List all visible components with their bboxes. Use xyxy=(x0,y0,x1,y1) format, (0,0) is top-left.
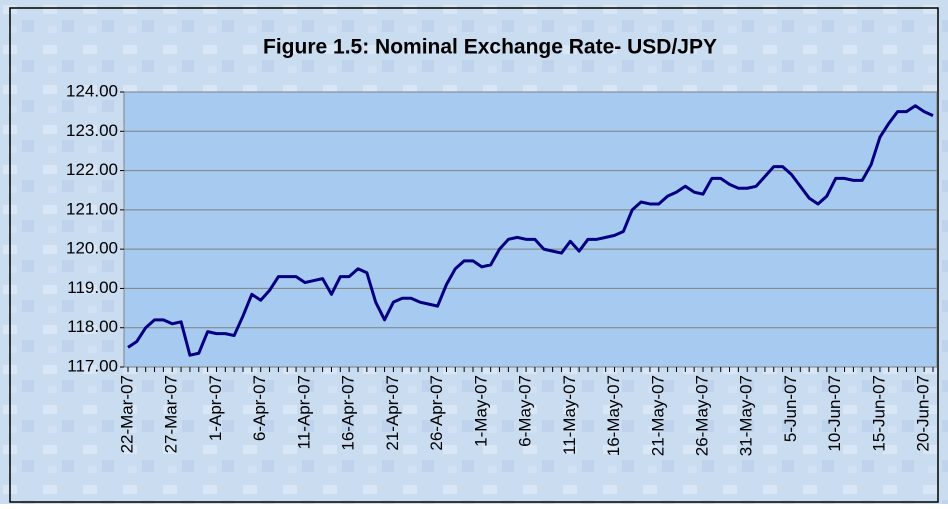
x-tick-label: 1-Apr-07 xyxy=(206,375,225,441)
y-tick-label: 119.00 xyxy=(67,278,118,297)
x-tick-label: 21-Apr-07 xyxy=(383,375,402,451)
y-tick-label: 118.00 xyxy=(67,317,118,336)
y-tick-label: 124.00 xyxy=(66,81,118,100)
y-tick-label: 121.00 xyxy=(66,199,118,218)
x-tick-label: 31-May-07 xyxy=(737,375,756,456)
chart-title: Figure 1.5: Nominal Exchange Rate- USD/J… xyxy=(263,36,717,59)
x-tick-label: 27-Mar-07 xyxy=(162,375,181,453)
y-tick-label: 123.00 xyxy=(66,121,118,140)
y-tick-label: 117.00 xyxy=(67,356,118,375)
x-tick-label: 16-Apr-07 xyxy=(339,375,358,451)
x-tick-label: 21-May-07 xyxy=(648,375,667,456)
x-tick-label: 11-May-07 xyxy=(560,375,579,455)
plot-area xyxy=(123,91,938,368)
x-tick-label: 26-Apr-07 xyxy=(427,375,446,451)
y-tick-label: 120.00 xyxy=(66,239,118,258)
x-tick-label: 6-Apr-07 xyxy=(250,375,269,441)
chart-border xyxy=(9,7,939,503)
x-tick-label: 10-Jun-07 xyxy=(825,375,844,452)
x-tick-label: 5-Jun-07 xyxy=(781,375,800,442)
x-tick-label: 1-May-07 xyxy=(471,375,490,447)
x-tick-label: 16-May-07 xyxy=(604,375,623,456)
x-tick-label: 20-Jun-07 xyxy=(914,375,933,452)
y-tick-label: 122.00 xyxy=(66,160,118,179)
x-tick-label: 6-May-07 xyxy=(516,375,535,447)
data-line xyxy=(127,104,934,357)
x-tick-label: 15-Jun-07 xyxy=(869,375,888,452)
x-tick-label: 11-Apr-07 xyxy=(294,375,313,449)
x-tick-label: 26-May-07 xyxy=(692,375,711,456)
x-tick-label: 22-Mar-07 xyxy=(117,375,136,453)
